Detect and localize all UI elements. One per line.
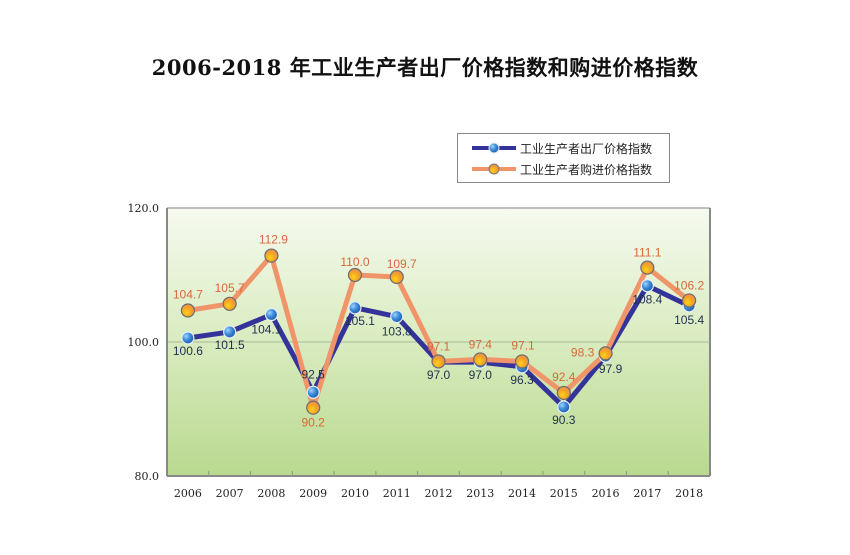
series-layer: 100.6 101.5 104.1 92.5 105.1 103.8 97.0 97.0 96.… [173, 233, 705, 430]
data-point-purchase-price [431, 354, 446, 369]
data-point-purchase-price [180, 303, 195, 318]
data-point-output-price [181, 331, 195, 345]
data-point-purchase-price [222, 296, 237, 311]
data-label-output-price: 105.4 [674, 313, 704, 327]
x-tick-label: 2014 [508, 487, 536, 500]
data-point-purchase-price [306, 400, 321, 415]
x-tick-label: 2018 [675, 487, 703, 500]
data-point-purchase-price [264, 248, 279, 263]
x-tick-label: 2007 [216, 487, 244, 500]
data-label-output-price: 97.9 [599, 362, 623, 376]
data-label-purchase-price: 104.7 [173, 288, 203, 302]
x-tick-label: 2013 [466, 487, 494, 500]
data-label-output-price: 97.0 [469, 368, 493, 382]
data-label-purchase-price: 97.1 [427, 339, 451, 353]
data-label-purchase-price: 98.3 [571, 345, 595, 359]
x-tick-label: 2016 [592, 487, 620, 500]
data-label-output-price: 92.5 [302, 367, 326, 381]
x-tick-label: 2006 [174, 487, 202, 500]
data-point-output-price [640, 279, 654, 293]
data-label-purchase-price: 112.9 [259, 233, 288, 247]
data-label-output-price: 97.0 [427, 368, 451, 382]
data-point-output-price [223, 325, 237, 339]
legend-marker-blue-icon [472, 142, 516, 154]
data-label-purchase-price: 111.1 [633, 246, 662, 260]
data-label-purchase-price: 109.7 [387, 257, 417, 271]
legend-label: 工业生产者出厂价格指数 [520, 141, 653, 156]
x-tick-label: 2012 [425, 487, 453, 500]
y-tick-label: 100.0 [128, 336, 160, 349]
data-point-output-price [348, 301, 362, 315]
data-label-purchase-price: 92.4 [552, 370, 576, 384]
data-point-purchase-price [347, 267, 363, 283]
x-tick-label: 2011 [383, 487, 411, 500]
data-label-purchase-price: 97.1 [511, 338, 535, 352]
legend: 工业生产者出厂价格指数 工业生产者购进价格指数 [457, 133, 670, 183]
data-label-output-price: 96.3 [510, 373, 534, 387]
data-label-purchase-price: 97.4 [469, 337, 493, 351]
data-label-purchase-price: 106.2 [674, 278, 704, 292]
data-label-output-price: 104.1 [251, 323, 281, 337]
plot-area [167, 207, 711, 476]
data-label-output-price: 108.4 [632, 293, 662, 307]
data-point-output-price [557, 400, 571, 414]
data-label-purchase-price: 90.2 [302, 416, 326, 430]
data-label-output-price: 100.6 [173, 344, 203, 358]
x-tick-label: 2008 [257, 487, 285, 500]
y-tick-label: 80.0 [135, 470, 160, 483]
x-tick-label: 2009 [299, 487, 327, 500]
data-point-output-price [390, 309, 404, 324]
legend-marker-orange-icon [472, 163, 516, 175]
data-point-purchase-price [473, 352, 488, 367]
data-point-purchase-price [556, 385, 571, 401]
legend-label: 工业生产者购进价格指数 [520, 162, 653, 177]
legend-item-purchase-price: 工业生产者购进价格指数 [458, 159, 652, 179]
data-label-purchase-price: 105.7 [215, 281, 245, 295]
data-point-purchase-price [514, 354, 530, 369]
y-tick-label: 120.0 [128, 202, 160, 215]
data-label-output-price: 101.5 [215, 338, 245, 352]
data-point-purchase-price [598, 346, 613, 361]
data-point-output-price [264, 307, 279, 322]
data-label-output-price: 105.1 [345, 314, 375, 328]
data-label-output-price: 103.8 [382, 325, 412, 339]
chart-title: 2006-2018 年工业生产者出厂价格指数和购进价格指数 [151, 55, 699, 80]
data-point-purchase-price [389, 269, 404, 285]
legend-item-output-price: 工业生产者出厂价格指数 [458, 138, 652, 158]
data-point-output-price [306, 385, 320, 399]
data-point-purchase-price [640, 260, 655, 275]
data-label-output-price: 90.3 [552, 413, 576, 427]
x-tick-label: 2015 [550, 487, 578, 500]
data-point-purchase-price [682, 293, 697, 308]
x-tick-label: 2017 [633, 487, 661, 500]
data-label-purchase-price: 110.0 [340, 255, 369, 269]
axes: 80.0 100.0 120.0 2006 2007 2008 2009 2010 2011 20… [128, 202, 710, 500]
x-tick-label: 2010 [341, 487, 369, 500]
